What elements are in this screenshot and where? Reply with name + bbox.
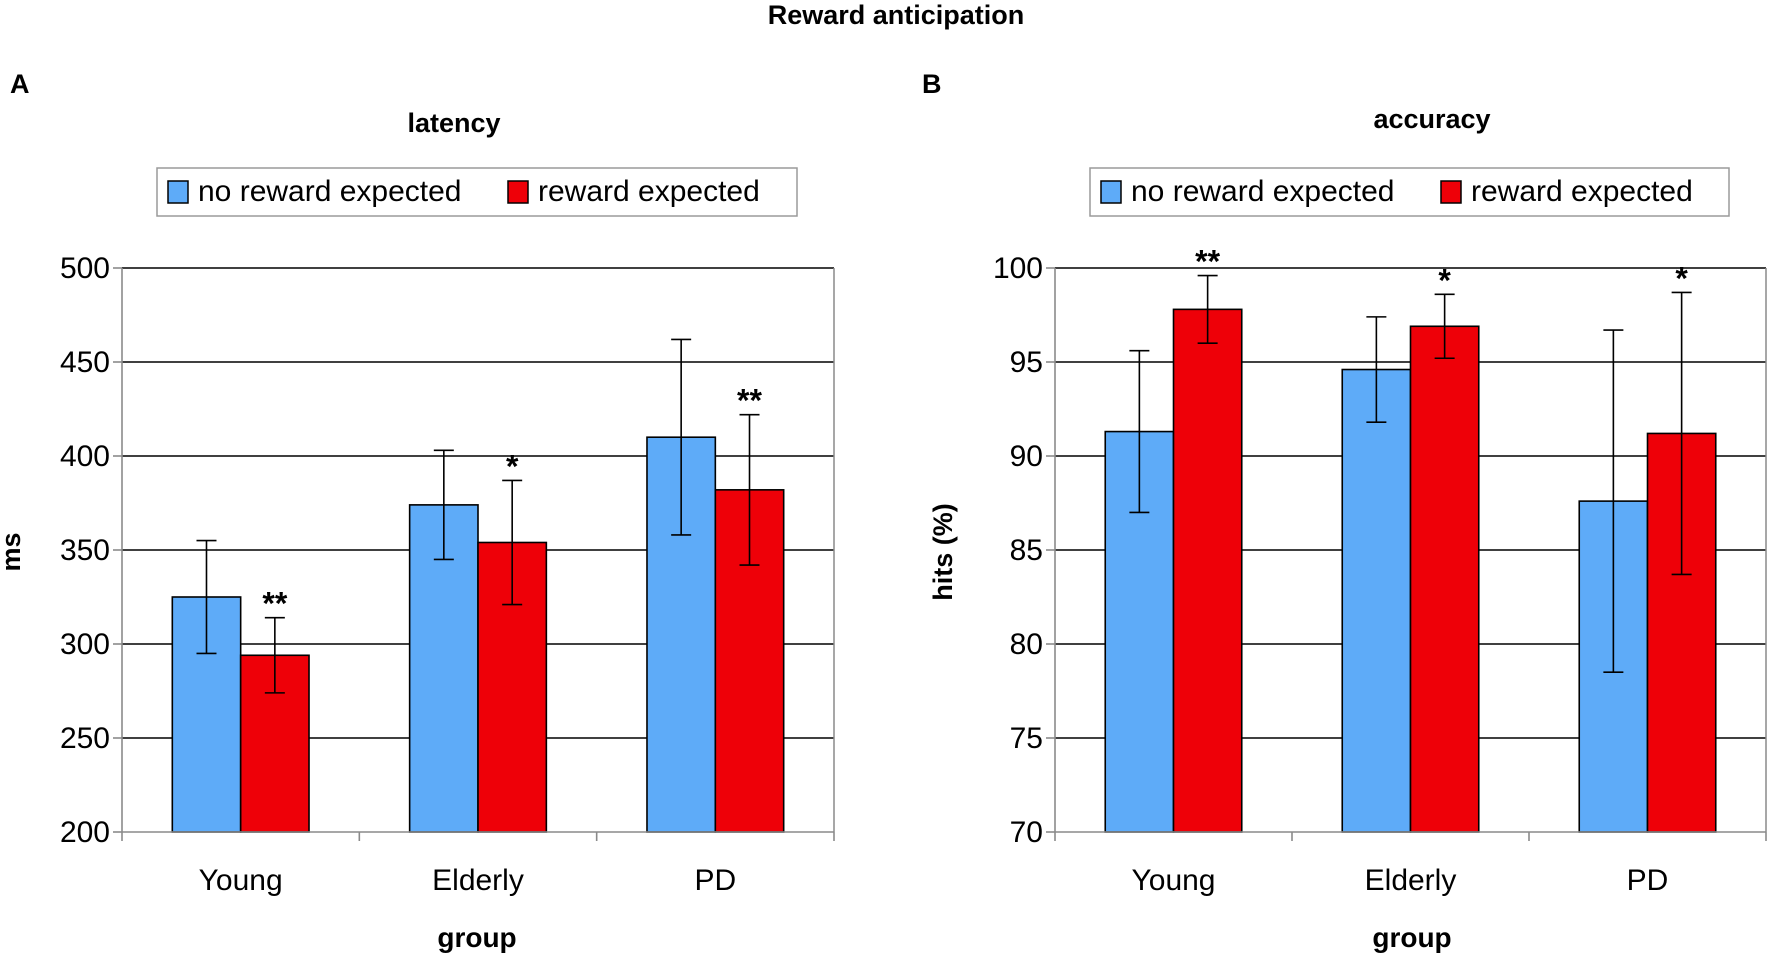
significance-marker: *: [1675, 260, 1688, 296]
plot-area-latency: ** Young * Elderly ** PD 200 250 300 350 400 450 500: [60, 252, 835, 897]
legend: no reward expected reward expected: [156, 167, 798, 217]
legend-box: [156, 167, 798, 217]
panel-a: A latency no reward expected reward expe…: [0, 69, 835, 953]
legend-label-no-reward: no reward expected: [198, 175, 462, 208]
x-tick-label: Elderly: [1365, 864, 1457, 897]
y-tick-label: 100: [993, 252, 1043, 285]
y-tick-label: 250: [60, 722, 110, 755]
y-tick-label: 90: [1010, 440, 1043, 473]
significance-marker: **: [737, 383, 762, 419]
significance-marker: **: [262, 586, 287, 622]
bar-elderly-reward: [1409, 325, 1480, 833]
chart-title-accuracy: accuracy: [1373, 104, 1490, 134]
y-tick-label: 85: [1010, 534, 1043, 567]
legend-label-reward: reward expected: [1471, 175, 1693, 208]
x-axis-label-group: group: [1372, 922, 1451, 953]
plot-area-accuracy: ** Young * Elderly * PD 70 75 80 85 90 95 100: [993, 244, 1767, 897]
bar-elderly-no-reward: [1341, 368, 1412, 833]
y-tick-label: 80: [1010, 628, 1043, 661]
x-tick-label: Elderly: [432, 864, 524, 897]
panel-label-b: B: [922, 69, 942, 99]
y-tick-label: 95: [1010, 346, 1043, 379]
panel-b: B accuracy no reward expected reward exp…: [922, 69, 1767, 953]
y-tick-label: 70: [1010, 816, 1043, 849]
x-tick-label: Young: [199, 864, 283, 897]
legend: no reward expected reward expected: [1089, 167, 1730, 217]
y-tick-label: 300: [60, 628, 110, 661]
significance-marker: *: [506, 448, 519, 484]
legend-label-reward: reward expected: [538, 175, 760, 208]
y-tick-label: 350: [60, 534, 110, 567]
bar-young-reward: [1172, 308, 1243, 833]
figure-title: Reward anticipation: [768, 0, 1025, 30]
significance-marker: *: [1438, 262, 1451, 298]
y-axis-label-hits: hits (%): [928, 503, 958, 601]
panel-label-a: A: [10, 69, 30, 99]
y-tick-label: 450: [60, 346, 110, 379]
legend-swatch-no-reward: [1100, 180, 1122, 204]
x-axis-label-group: group: [437, 922, 516, 953]
legend-box: [1089, 167, 1730, 217]
legend-label-no-reward: no reward expected: [1131, 175, 1395, 208]
x-tick-label: PD: [1627, 864, 1669, 897]
legend-swatch-no-reward: [167, 180, 189, 204]
y-tick-label: 400: [60, 440, 110, 473]
significance-marker: **: [1195, 244, 1220, 280]
y-tick-label: 75: [1010, 722, 1043, 755]
legend-swatch-reward: [1440, 180, 1462, 204]
y-tick-label: 200: [60, 816, 110, 849]
chart-title-latency: latency: [407, 108, 500, 138]
y-tick-label: 500: [60, 252, 110, 285]
x-tick-label: Young: [1132, 864, 1216, 897]
y-axis-label-ms: ms: [0, 532, 26, 571]
x-tick-label: PD: [694, 864, 736, 897]
legend-swatch-reward: [507, 180, 529, 204]
